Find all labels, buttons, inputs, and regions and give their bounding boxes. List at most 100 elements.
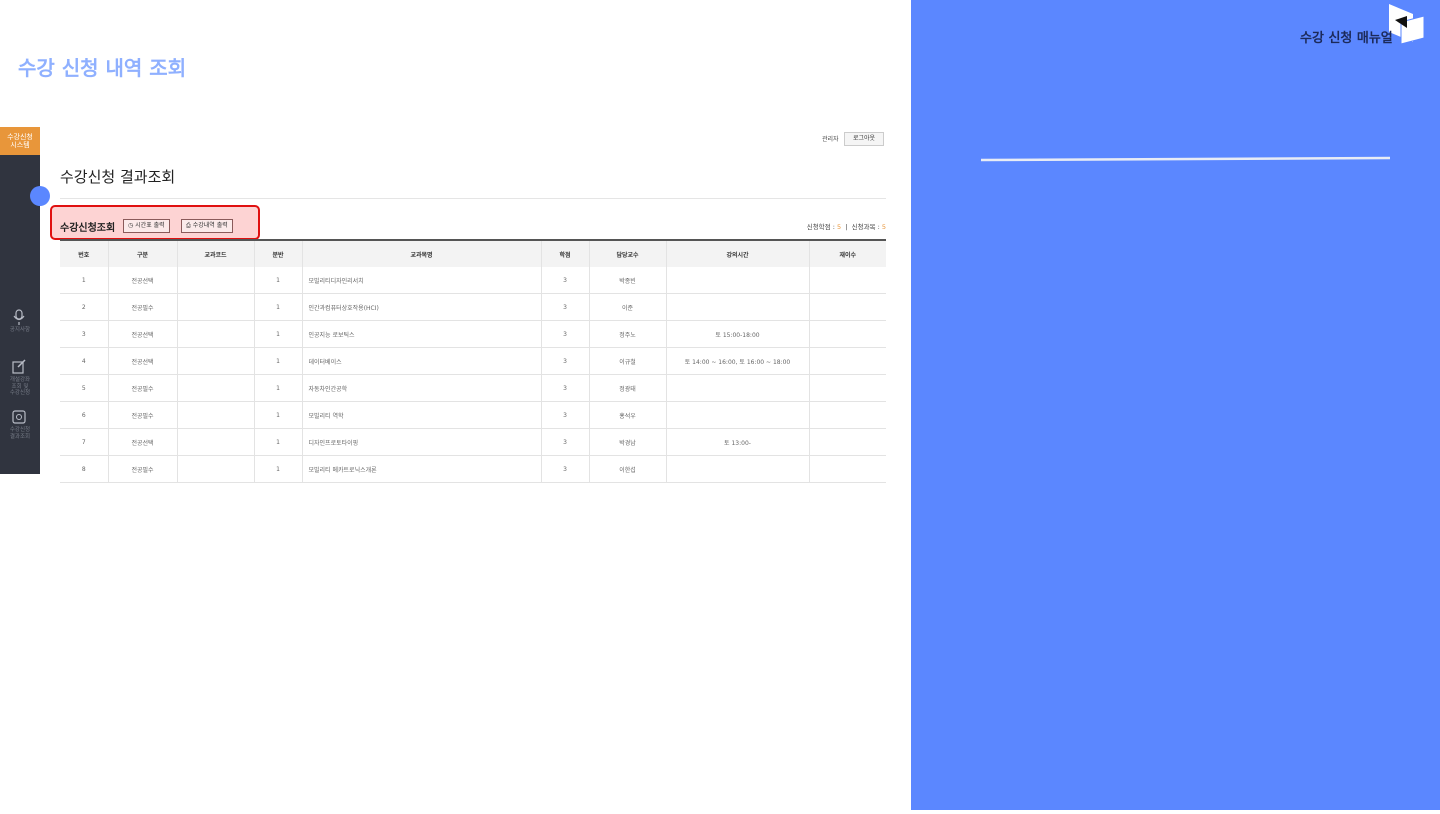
divider <box>60 198 886 199</box>
system-text: 수강신청 <box>7 133 33 141</box>
table-cell: 이규철 <box>588 347 666 375</box>
summary-value: 5 <box>836 223 842 231</box>
section-title: 수강신청조회 <box>60 223 116 234</box>
table-cell: 전공필수 <box>107 374 177 402</box>
menu-text: 결과조회 <box>9 433 31 440</box>
table-row: 1 전공선택 1 모빌리티디자인리서치 3 박종빈 <box>60 267 886 294</box>
table-cell: 전공선택 <box>107 320 177 348</box>
table-row: 7 전공선택 1 디자인프로토타이핑 3 박경남 토 13:00- <box>60 428 886 456</box>
table-row: 4 전공선택 1 데이터베이스 3 이규철 토 14:00 ~ 16:00, 토 16:00… <box>60 347 886 375</box>
table-cell: 전공필수 <box>107 401 177 429</box>
table-cell: 3 <box>540 428 589 456</box>
table-cell: 박경남 <box>588 428 666 456</box>
table-cell: 인공지능 로보틱스 <box>301 320 541 348</box>
column-header: 번호 <box>60 239 108 267</box>
summary-label: 신청과목 : <box>851 223 880 231</box>
table-cell <box>176 320 254 348</box>
table-cell: 1 <box>253 374 302 402</box>
system-text: 시스템 <box>10 141 30 149</box>
table-cell: 정광태 <box>588 374 666 402</box>
table-cell <box>665 293 809 321</box>
edit-icon <box>12 361 24 374</box>
table-cell <box>665 374 809 402</box>
table-cell: 인간과컴퓨터상호작용(HCI) <box>301 293 541 321</box>
table-cell: 1 <box>253 428 302 456</box>
search-icon <box>16 414 22 420</box>
column-header: 담당교수 <box>588 239 666 267</box>
table-cell: 8 <box>60 455 108 483</box>
history-button[interactable]: ⎙ 수강내역 출력 <box>181 219 233 233</box>
table-cell <box>808 455 886 483</box>
table-cell: 3 <box>540 401 589 429</box>
table-cell: 3 <box>540 374 589 402</box>
table-row: 8 전공필수 1 모빌리티 메카트로닉스개론 3 이한섭 <box>60 455 886 483</box>
table-cell <box>808 267 886 294</box>
table-cell: 1 <box>60 267 108 294</box>
summary-value: 5 <box>881 223 886 231</box>
logout-button[interactable]: 로그아웃 <box>844 132 884 146</box>
slide-title: 수강 신청 내역 조회 <box>18 56 187 80</box>
brand: 수강 신청 매뉴얼 <box>1300 31 1393 46</box>
table-cell: 모빌리티 메카트로닉스개론 <box>301 455 541 483</box>
table-cell: 3 <box>540 347 589 375</box>
table-cell <box>176 455 254 483</box>
edit-icon <box>17 359 26 368</box>
table-cell <box>176 428 254 456</box>
menu-text: 개설강좌 <box>9 377 31 383</box>
menu-item[interactable]: 개설강좌 조회 및 수강신청 <box>0 377 40 397</box>
table-cell: 3 <box>540 267 589 294</box>
menu-item[interactable]: 수강신청 결과조회 <box>0 427 40 440</box>
column-header: 강의시간 <box>665 239 809 267</box>
table-cell: 1 <box>253 347 302 375</box>
menu-item[interactable]: 공지사항 <box>0 327 40 334</box>
mic-icon <box>15 309 23 320</box>
table-row: 2 전공필수 1 인간과컴퓨터상호작용(HCI) 3 이준 <box>60 293 886 321</box>
table-cell: 디자인프로토타이핑 <box>301 428 541 456</box>
table-cell: 1 <box>253 293 302 321</box>
table-cell: 1 <box>253 401 302 429</box>
search-icon <box>12 410 26 424</box>
table-cell <box>176 267 254 294</box>
table-cell <box>176 347 254 375</box>
table-cell: 모빌리티디자인리서치 <box>301 267 541 294</box>
table-cell <box>808 374 886 402</box>
table-row: 5 전공필수 1 자동차인간공학 3 정광태 <box>60 374 886 402</box>
column-header: 학점 <box>540 239 589 267</box>
table-cell <box>176 293 254 321</box>
table-cell: 데이터베이스 <box>301 347 541 375</box>
table-cell: 이한섭 <box>588 455 666 483</box>
table-cell: 전공선택 <box>107 347 177 375</box>
column-header: 교과코드 <box>176 239 254 267</box>
table-cell: 홍석우 <box>588 401 666 429</box>
table-cell: 토 15:00-18:00 <box>665 320 809 348</box>
timetable-button[interactable]: ◷ 시간표 출력 <box>123 219 170 233</box>
table-cell <box>176 401 254 429</box>
table-cell: 7 <box>60 428 108 456</box>
result-table: 번호 구분 교과코드 분반 교과목명 학점 담당교수 강의시간 재이수 1 전공선택 1 모빌리티디자… <box>60 239 886 483</box>
panel-decor <box>980 4 1425 162</box>
table-cell: 6 <box>60 401 108 429</box>
table-cell: 전공필수 <box>107 293 177 321</box>
page-title: 수강신청 결과조회 <box>60 168 176 186</box>
system-logo[interactable]: 수강신청 시스템 <box>0 127 40 155</box>
summary: 신청학점 : 5 | 신청과목 : 5 <box>806 223 886 231</box>
column-header: 분반 <box>253 239 302 267</box>
table-cell <box>808 401 886 429</box>
table-cell: 4 <box>60 347 108 375</box>
menu-text: 공지사항 <box>9 327 31 333</box>
table-row: 3 전공선택 1 인공지능 로보틱스 3 정주노 토 15:00-18:00 <box>60 320 886 348</box>
table-cell: 3 <box>60 320 108 348</box>
table-cell <box>176 374 254 402</box>
table-cell: 박종빈 <box>588 267 666 294</box>
table-cell <box>665 401 809 429</box>
step-dot <box>30 186 50 206</box>
summary-label: 신청학점 : <box>806 223 835 231</box>
step-marker <box>30 186 50 206</box>
column-header: 재이수 <box>808 239 886 267</box>
menu-icons <box>12 309 26 424</box>
table-cell: 5 <box>60 374 108 402</box>
divider <box>980 156 1391 162</box>
table-cell: 전공필수 <box>107 455 177 483</box>
sidebar <box>0 127 40 474</box>
